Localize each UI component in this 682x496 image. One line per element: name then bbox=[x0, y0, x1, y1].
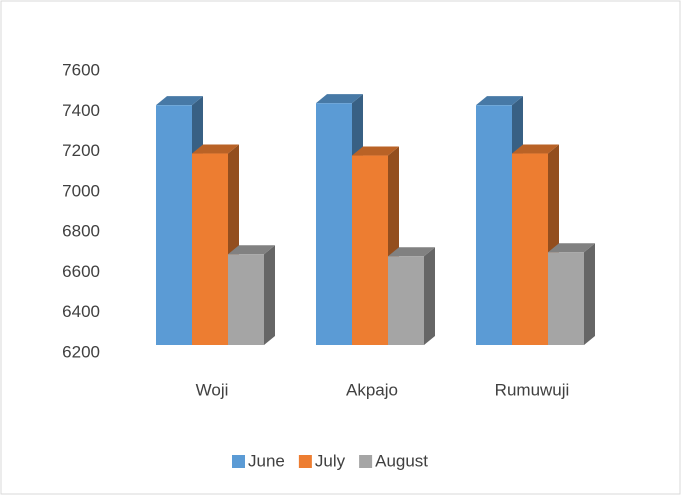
bar bbox=[388, 247, 435, 345]
x-tick-label: Woji bbox=[196, 380, 229, 399]
bar bbox=[192, 144, 239, 345]
bar bbox=[228, 245, 275, 345]
bar-side bbox=[584, 243, 595, 345]
legend-label: July bbox=[315, 451, 346, 470]
bar-front bbox=[156, 105, 192, 345]
bar-front bbox=[388, 256, 424, 345]
y-tick-label: 7000 bbox=[62, 181, 100, 200]
x-tick-label: Rumuwuji bbox=[495, 380, 570, 399]
bar-top bbox=[352, 146, 399, 156]
bar-top bbox=[192, 144, 239, 154]
y-tick-label: 6400 bbox=[62, 302, 100, 321]
legend-swatch bbox=[359, 455, 373, 468]
legend-swatch bbox=[298, 455, 312, 468]
legend-label: June bbox=[248, 451, 285, 470]
bar-front bbox=[476, 105, 512, 345]
y-tick-label: 6600 bbox=[62, 262, 100, 281]
y-tick-label: 7400 bbox=[62, 101, 100, 120]
bar-side bbox=[424, 247, 435, 345]
bar-front bbox=[316, 103, 352, 346]
bar-top bbox=[228, 245, 275, 255]
bar-top bbox=[476, 96, 523, 106]
bar-front bbox=[192, 153, 228, 345]
y-tick-label: 7200 bbox=[62, 141, 100, 160]
bar-side bbox=[264, 245, 275, 345]
bar-top bbox=[156, 96, 203, 106]
y-tick-label: 6200 bbox=[62, 342, 100, 361]
x-tick-label: Akpajo bbox=[346, 380, 398, 399]
bar-top bbox=[388, 247, 435, 257]
y-tick-label: 7600 bbox=[62, 60, 100, 79]
legend-label: August bbox=[375, 451, 428, 470]
bar-front bbox=[548, 252, 584, 345]
bar-top bbox=[548, 243, 595, 253]
bar bbox=[548, 243, 595, 345]
bar-top bbox=[512, 144, 559, 154]
bar-front bbox=[512, 153, 548, 345]
bar-front bbox=[228, 254, 264, 345]
legend-swatch bbox=[232, 455, 245, 468]
bar-front bbox=[352, 155, 388, 345]
bar-top bbox=[316, 94, 363, 104]
y-tick-label: 6800 bbox=[62, 222, 100, 241]
